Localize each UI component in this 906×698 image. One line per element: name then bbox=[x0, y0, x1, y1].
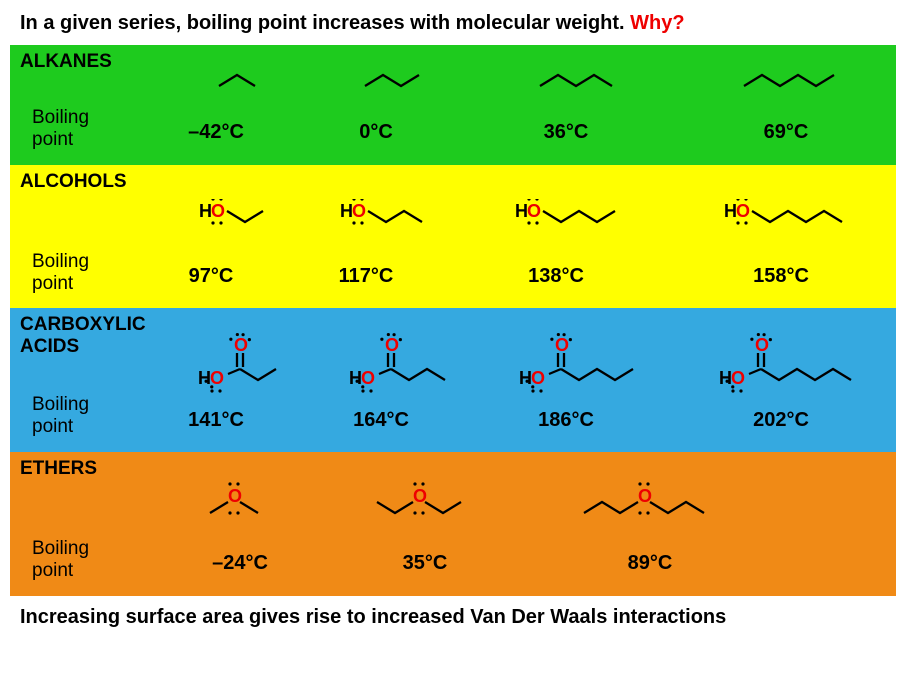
bp-value: 164°C bbox=[296, 403, 466, 436]
svg-text:O: O bbox=[210, 368, 224, 388]
series-title: CARBOXYLIC ACIDS bbox=[20, 314, 146, 358]
structure-alkanes-3 bbox=[683, 51, 896, 107]
structure-alkanes-1 bbox=[315, 51, 470, 107]
svg-text:O: O bbox=[638, 486, 652, 506]
series-title: ETHERS bbox=[20, 458, 97, 480]
svg-text:O: O bbox=[531, 368, 545, 388]
structure-ethers-1: O bbox=[320, 458, 530, 538]
bp-label: Boiling point bbox=[10, 394, 136, 444]
structure-row: OOO bbox=[160, 458, 896, 538]
structure-ethers-0: O bbox=[160, 458, 320, 538]
series-container: ALKANESBoiling point–42°C0°C36°C69°CALCO… bbox=[0, 45, 906, 596]
bp-value: 36°C bbox=[456, 115, 676, 148]
svg-text:O: O bbox=[731, 368, 745, 388]
structure-alcohols-2: HO bbox=[460, 171, 673, 251]
footer-conclusion: Increasing surface area gives rise to in… bbox=[0, 596, 906, 641]
svg-text:O: O bbox=[736, 201, 750, 221]
series-acids: CARBOXYLIC ACIDSOHOOHOOHOOHOBoiling poin… bbox=[10, 308, 896, 452]
header-text: In a given series, boiling point increas… bbox=[20, 12, 630, 34]
series-alkanes: ALKANES Boiling point–42°C0°C36°C69°C bbox=[10, 45, 896, 165]
bp-value: 117°C bbox=[286, 259, 446, 292]
svg-text:O: O bbox=[211, 201, 225, 221]
structure-alcohols-1: HO bbox=[305, 171, 460, 251]
bp-value: 141°C bbox=[136, 403, 296, 436]
bp-value: 89°C bbox=[530, 546, 770, 579]
svg-text:O: O bbox=[234, 335, 248, 355]
bp-value: 97°C bbox=[136, 259, 286, 292]
structure-alcohols-0: HO bbox=[160, 171, 305, 251]
header-why: Why? bbox=[630, 12, 684, 34]
bp-value: 202°C bbox=[666, 403, 896, 436]
series-title: ALCOHOLS bbox=[20, 171, 127, 193]
structure-acids-2: OHO bbox=[480, 314, 674, 394]
header-statement: In a given series, boiling point increas… bbox=[0, 0, 906, 45]
bp-row: Boiling point97°C117°C138°C158°C bbox=[10, 251, 896, 301]
structure-alkanes-0 bbox=[160, 51, 315, 107]
bp-value: 186°C bbox=[466, 403, 666, 436]
svg-text:O: O bbox=[755, 335, 769, 355]
bp-label: Boiling point bbox=[10, 251, 136, 301]
svg-text:O: O bbox=[413, 486, 427, 506]
structure-acids-0: OHO bbox=[160, 314, 315, 394]
structure-row: OHOOHOOHOOHO bbox=[160, 314, 896, 394]
svg-text:O: O bbox=[352, 201, 366, 221]
bp-value: 138°C bbox=[446, 259, 666, 292]
structure-ethers-2: O bbox=[530, 458, 770, 538]
svg-text:O: O bbox=[361, 368, 375, 388]
svg-text:O: O bbox=[555, 335, 569, 355]
bp-label: Boiling point bbox=[10, 107, 136, 157]
bp-row: Boiling point–24°C35°C89°C bbox=[10, 538, 896, 588]
bp-value: 0°C bbox=[296, 115, 456, 148]
structure-acids-1: OHO bbox=[315, 314, 480, 394]
series-alcohols: ALCOHOLSHOHOHOHOBoiling point97°C117°C13… bbox=[10, 165, 896, 309]
structure-row: HOHOHOHO bbox=[160, 171, 896, 251]
bp-value: –24°C bbox=[160, 546, 320, 579]
series-ethers: ETHERS O O O Boiling point–24°C35°C89°C bbox=[10, 452, 896, 596]
bp-label: Boiling point bbox=[10, 538, 160, 588]
bp-value: –42°C bbox=[136, 115, 296, 148]
series-title: ALKANES bbox=[20, 51, 112, 73]
bp-value: 69°C bbox=[676, 115, 896, 148]
svg-text:O: O bbox=[527, 201, 541, 221]
bp-value: 35°C bbox=[320, 546, 530, 579]
bp-row: Boiling point141°C164°C186°C202°C bbox=[10, 394, 896, 444]
structure-alcohols-3: HO bbox=[673, 171, 896, 251]
structure-alkanes-2 bbox=[470, 51, 683, 107]
bp-value: 158°C bbox=[666, 259, 896, 292]
svg-text:O: O bbox=[228, 486, 242, 506]
structure-row bbox=[160, 51, 896, 107]
svg-text:O: O bbox=[385, 335, 399, 355]
structure-acids-3: OHO bbox=[673, 314, 896, 394]
bp-row: Boiling point–42°C0°C36°C69°C bbox=[10, 107, 896, 157]
